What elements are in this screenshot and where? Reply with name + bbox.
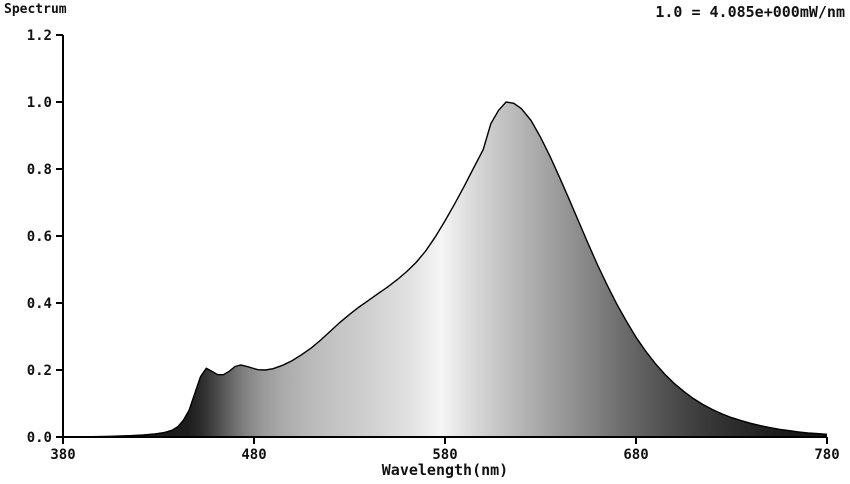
y-tick-label: 0.2: [27, 363, 52, 379]
spectrum-area: [63, 102, 827, 437]
scale-annotation: 1.0 = 4.085e+000mW/nm: [655, 3, 845, 21]
x-tick-label: 780: [814, 447, 839, 463]
x-tick-label: 480: [241, 447, 266, 463]
x-tick-label: 680: [623, 447, 648, 463]
y-tick-label: 0.4: [27, 296, 52, 312]
spectrum-curve: [62, 101, 828, 438]
y-tick-label: 1.0: [27, 95, 52, 111]
chart-title: Spectrum: [4, 2, 67, 17]
x-tick-label: 380: [50, 447, 75, 463]
y-tick-label: 0.8: [27, 162, 52, 178]
x-tick-label: 580: [432, 447, 457, 463]
y-tick-label: 0.6: [27, 229, 52, 245]
x-axis-label: Wavelength(nm): [381, 461, 509, 479]
y-tick-label: 0.0: [27, 430, 52, 446]
y-tick-label: 1.2: [27, 28, 52, 44]
